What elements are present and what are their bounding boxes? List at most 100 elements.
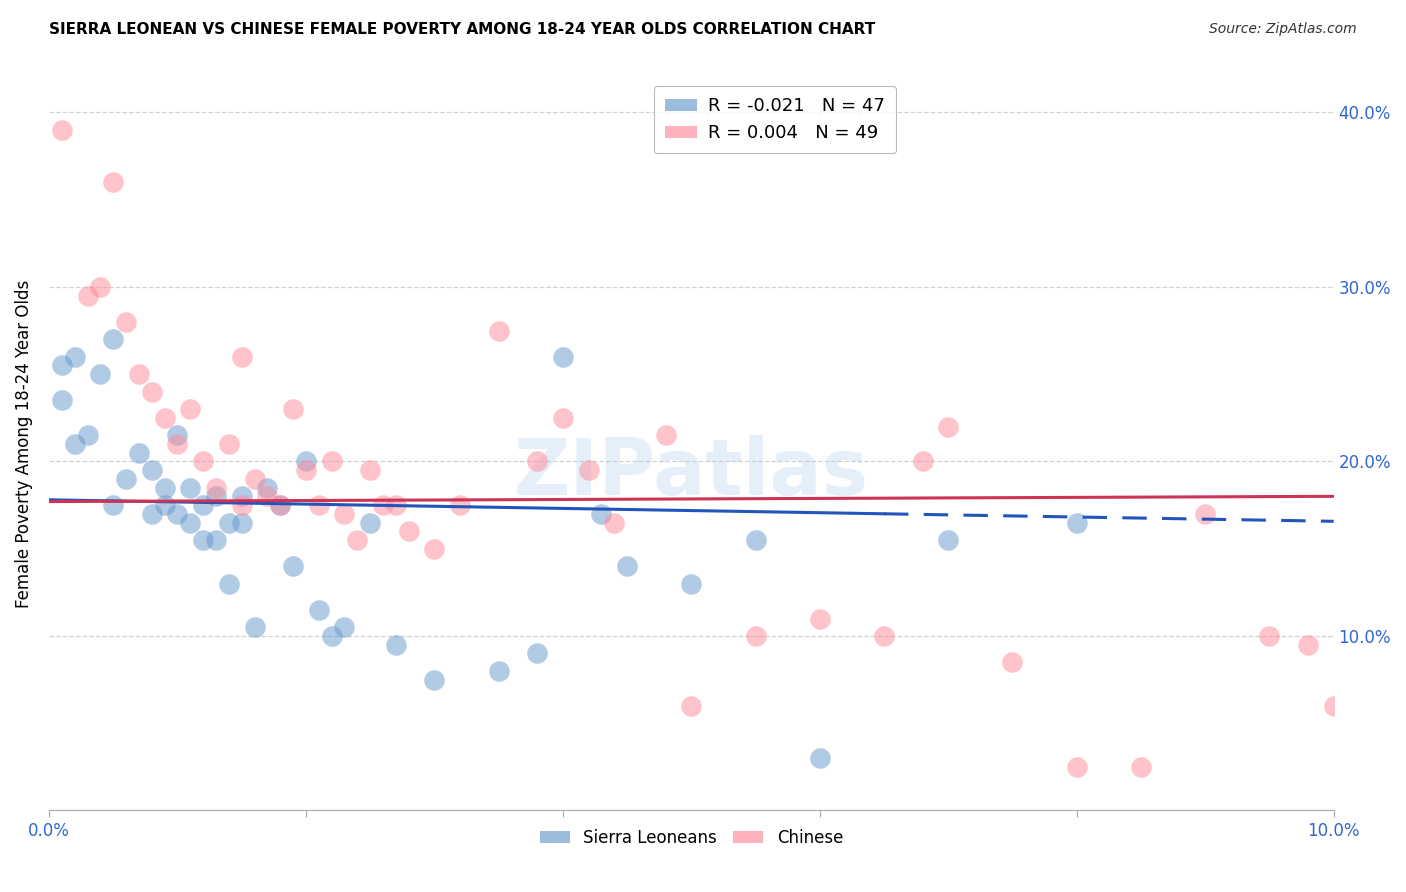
Point — [256, 489, 278, 503]
Point — [359, 516, 381, 530]
Point — [179, 402, 201, 417]
Point — [166, 437, 188, 451]
Point — [231, 350, 253, 364]
Point — [115, 315, 138, 329]
Point — [346, 533, 368, 547]
Point — [423, 673, 446, 687]
Point — [551, 350, 574, 364]
Point — [141, 507, 163, 521]
Point — [359, 463, 381, 477]
Point — [398, 524, 420, 539]
Point — [526, 454, 548, 468]
Point — [231, 489, 253, 503]
Point — [89, 280, 111, 294]
Point — [191, 533, 214, 547]
Point — [218, 437, 240, 451]
Point — [166, 428, 188, 442]
Point — [295, 454, 318, 468]
Point — [128, 446, 150, 460]
Point — [256, 481, 278, 495]
Point — [385, 498, 408, 512]
Point — [51, 393, 73, 408]
Point — [936, 419, 959, 434]
Point — [103, 498, 125, 512]
Point — [51, 359, 73, 373]
Point — [191, 498, 214, 512]
Point — [153, 410, 176, 425]
Point — [551, 410, 574, 425]
Point — [103, 175, 125, 189]
Text: ZIPatlas: ZIPatlas — [513, 435, 869, 511]
Point — [231, 498, 253, 512]
Point — [153, 481, 176, 495]
Point — [76, 288, 98, 302]
Point — [911, 454, 934, 468]
Point — [1066, 760, 1088, 774]
Point — [333, 620, 356, 634]
Point — [141, 384, 163, 399]
Point — [616, 559, 638, 574]
Point — [371, 498, 394, 512]
Point — [449, 498, 471, 512]
Point — [103, 332, 125, 346]
Point — [89, 367, 111, 381]
Point — [681, 576, 703, 591]
Point — [218, 576, 240, 591]
Point — [51, 123, 73, 137]
Point — [308, 603, 330, 617]
Point — [269, 498, 291, 512]
Point — [808, 751, 831, 765]
Point — [936, 533, 959, 547]
Point — [385, 638, 408, 652]
Point — [63, 350, 86, 364]
Point — [488, 664, 510, 678]
Point — [681, 698, 703, 713]
Point — [321, 629, 343, 643]
Point — [578, 463, 600, 477]
Point — [191, 454, 214, 468]
Point — [76, 428, 98, 442]
Point — [1129, 760, 1152, 774]
Point — [1296, 638, 1319, 652]
Point — [744, 629, 766, 643]
Point — [1323, 698, 1346, 713]
Y-axis label: Female Poverty Among 18-24 Year Olds: Female Poverty Among 18-24 Year Olds — [15, 280, 32, 608]
Point — [281, 559, 304, 574]
Point — [218, 516, 240, 530]
Point — [333, 507, 356, 521]
Point — [141, 463, 163, 477]
Point — [1066, 516, 1088, 530]
Point — [179, 516, 201, 530]
Point — [115, 472, 138, 486]
Point — [243, 472, 266, 486]
Point — [179, 481, 201, 495]
Point — [308, 498, 330, 512]
Text: SIERRA LEONEAN VS CHINESE FEMALE POVERTY AMONG 18-24 YEAR OLDS CORRELATION CHART: SIERRA LEONEAN VS CHINESE FEMALE POVERTY… — [49, 22, 876, 37]
Point — [63, 437, 86, 451]
Point — [243, 620, 266, 634]
Point — [526, 647, 548, 661]
Point — [488, 324, 510, 338]
Point — [128, 367, 150, 381]
Point — [231, 516, 253, 530]
Point — [205, 481, 228, 495]
Point — [1258, 629, 1281, 643]
Point — [591, 507, 613, 521]
Point — [1194, 507, 1216, 521]
Point — [281, 402, 304, 417]
Point — [423, 541, 446, 556]
Point — [808, 611, 831, 625]
Point — [1001, 655, 1024, 669]
Point — [873, 629, 896, 643]
Point — [205, 533, 228, 547]
Point — [744, 533, 766, 547]
Point — [603, 516, 626, 530]
Point — [153, 498, 176, 512]
Point — [321, 454, 343, 468]
Point — [654, 428, 676, 442]
Point — [166, 507, 188, 521]
Text: Source: ZipAtlas.com: Source: ZipAtlas.com — [1209, 22, 1357, 37]
Legend: Sierra Leoneans, Chinese: Sierra Leoneans, Chinese — [533, 822, 849, 854]
Point — [205, 489, 228, 503]
Point — [295, 463, 318, 477]
